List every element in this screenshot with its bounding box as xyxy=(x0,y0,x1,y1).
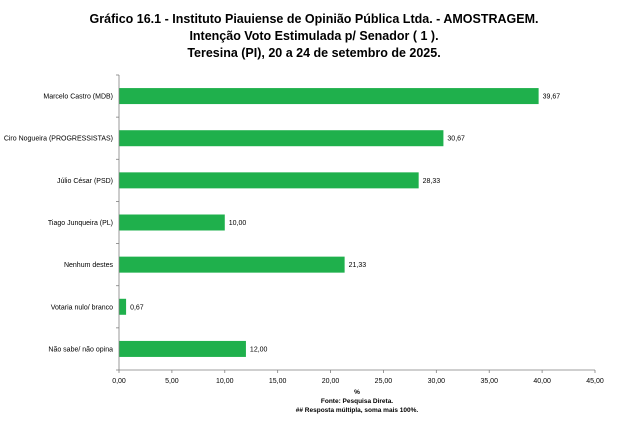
x-tick-label-5: 25,00 xyxy=(375,378,393,385)
x-tick-label-7: 35,00 xyxy=(480,378,498,385)
value-label-2: 30,67 xyxy=(447,136,465,143)
category-label-3: Júlio César (PSD) xyxy=(57,178,113,185)
x-tick-label-0: 0,00 xyxy=(112,378,126,385)
bar-2 xyxy=(119,130,444,147)
category-label-6: Votaria nulo/ branco xyxy=(51,304,113,311)
category-label-7: Não sabe/ não opina xyxy=(48,346,113,353)
chart-title-line-2: Intenção Voto Estimulada p/ Senador ( 1 … xyxy=(189,29,439,43)
axes-layer: 0,00 5,00 10,00 15,00 20,00 25,00 30,00 35,00 40… xyxy=(112,74,604,385)
bars-layer: Marcelo Castro (MDB) 39,67 Ciro Nogueira (… xyxy=(4,88,560,357)
value-label-4: 10,00 xyxy=(229,220,247,227)
value-label-3: 28,33 xyxy=(423,178,441,185)
category-label-1: Marcelo Castro (MDB) xyxy=(43,94,113,101)
value-label-6: 0,67 xyxy=(130,304,144,311)
bar-7 xyxy=(119,340,246,357)
x-tick-label-8: 40,00 xyxy=(533,378,551,385)
source-note: Fonte: Pesquisa Direta. xyxy=(320,398,394,405)
bar-4 xyxy=(119,214,225,231)
x-tick-label-4: 20,00 xyxy=(322,378,340,385)
category-label-5: Nenhum destes xyxy=(64,262,114,269)
x-tick-label-1: 5,00 xyxy=(165,378,179,385)
value-label-7: 12,00 xyxy=(250,346,268,353)
category-label-4: Tiago Junqueira (PL) xyxy=(48,220,113,227)
chart-title-line-3: Teresina (PI), 20 a 24 de setembro de 20… xyxy=(187,46,441,60)
x-tick-label-2: 10,00 xyxy=(216,378,234,385)
x-tick-label-9: 45,00 xyxy=(586,378,604,385)
x-tick-label-3: 15,00 xyxy=(269,378,287,385)
category-label-2: Ciro Nogueira (PROGRESSISTAS) xyxy=(4,136,113,143)
value-label-1: 39,67 xyxy=(543,94,561,101)
bar-3 xyxy=(119,172,419,189)
value-label-5: 21,33 xyxy=(349,262,367,269)
multiple-response-note: ## Resposta múltipla, soma mais 100%. xyxy=(295,407,419,414)
bar-5 xyxy=(119,256,345,273)
chart-title-line-1: Gráfico 16.1 - Instituto Piauiense de Op… xyxy=(89,12,539,26)
x-tick-label-6: 30,00 xyxy=(428,378,446,385)
bar-6 xyxy=(119,298,127,315)
x-axis-label: % xyxy=(354,389,360,396)
bar-1 xyxy=(119,88,539,105)
